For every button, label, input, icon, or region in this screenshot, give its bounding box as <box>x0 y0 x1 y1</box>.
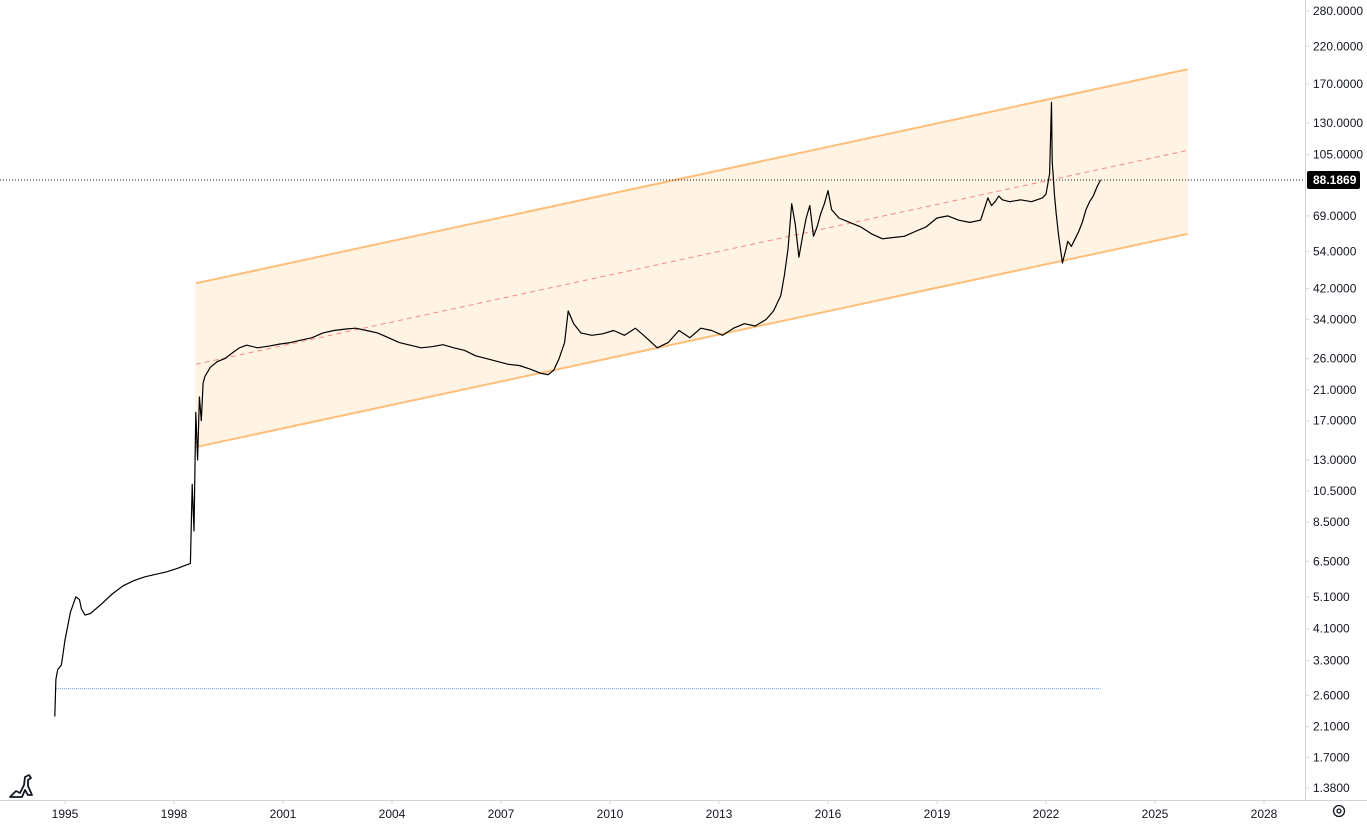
x-axis-ticks: 1995 1998 2001 2004 2007 2010 2013 2016 2019 2022… <box>52 800 1278 821</box>
x-tick-label-3: 2004 <box>379 807 406 821</box>
regression-channel <box>195 68 1188 449</box>
series-line-0 <box>54 101 1102 717</box>
y-tick-label-17: 4.1000 <box>1313 622 1350 636</box>
y-tick-label-4: 105.0000 <box>1313 147 1363 161</box>
y-tick-label-6: 54.0000 <box>1313 245 1357 259</box>
gear-icon[interactable] <box>1329 801 1349 821</box>
y-tick-label-14: 8.5000 <box>1313 515 1350 529</box>
y-tick-label-2: 170.0000 <box>1313 77 1363 91</box>
x-tick-label-9: 2022 <box>1033 807 1060 821</box>
y-tick-label-3: 130.0000 <box>1313 116 1363 130</box>
y-tick-label-0: 280.0000 <box>1313 4 1363 18</box>
x-tick-label-5: 2010 <box>597 807 624 821</box>
last-price-tag: 88.1869 <box>1307 170 1360 189</box>
y-tick-label-21: 1.7000 <box>1313 750 1350 764</box>
y-tick-label-8: 34.0000 <box>1313 312 1357 326</box>
y-tick-label-15: 6.5000 <box>1313 554 1350 568</box>
y-tick-label-1: 220.0000 <box>1313 39 1363 53</box>
y-tick-label-13: 10.5000 <box>1313 484 1357 498</box>
y-axis-ticks: 280.0000 220.0000 170.0000 130.0000 105.0000… <box>1305 4 1363 795</box>
x-tick-label-2: 2001 <box>270 807 297 821</box>
x-tick-label-1: 1998 <box>161 807 188 821</box>
last-price-tag-bg <box>1307 170 1360 189</box>
dinosaur-logo-icon <box>8 771 38 801</box>
channel-lower-line <box>195 232 1188 449</box>
x-tick-label-11: 2028 <box>1251 807 1278 821</box>
y-tick-label-16: 5.1000 <box>1313 590 1350 604</box>
axes <box>0 0 1367 801</box>
channel-fill <box>195 69 1188 448</box>
y-tick-label-11: 17.0000 <box>1313 414 1357 428</box>
last-price-tag-label: 88.1869 <box>1313 173 1357 187</box>
x-tick-label-6: 2013 <box>706 807 733 821</box>
channel-upper-line <box>195 68 1188 285</box>
y-tick-label-5: 69.0000 <box>1313 209 1357 223</box>
x-tick-label-8: 2019 <box>924 807 951 821</box>
y-tick-label-7: 42.0000 <box>1313 281 1357 295</box>
y-tick-label-22: 1.3800 <box>1313 781 1350 795</box>
y-tick-label-18: 3.3000 <box>1313 653 1350 667</box>
channel-mid-line <box>195 149 1188 365</box>
x-tick-label-0: 1995 <box>52 807 79 821</box>
x-tick-label-10: 2025 <box>1142 807 1169 821</box>
price-series <box>54 101 1102 717</box>
x-tick-label-4: 2007 <box>488 807 515 821</box>
x-tick-label-7: 2016 <box>815 807 842 821</box>
y-tick-label-9: 26.0000 <box>1313 352 1357 366</box>
y-tick-label-19: 2.6000 <box>1313 688 1350 702</box>
y-tick-label-20: 2.1000 <box>1313 720 1350 734</box>
y-tick-label-12: 13.0000 <box>1313 453 1357 467</box>
y-tick-label-10: 21.0000 <box>1313 383 1357 397</box>
